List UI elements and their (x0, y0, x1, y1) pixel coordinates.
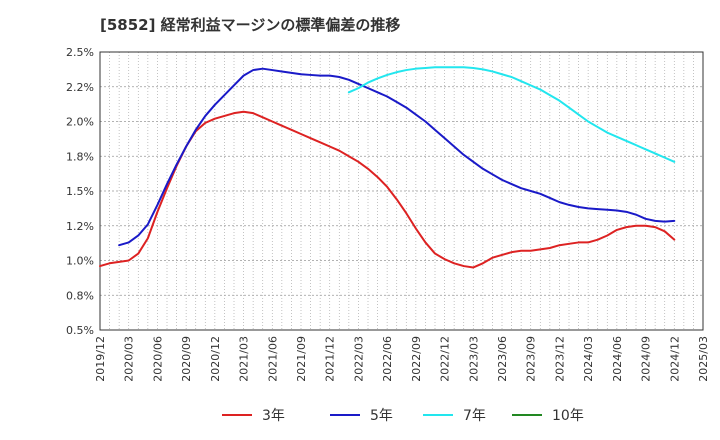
x-tick-label: 2021/12 (324, 336, 337, 382)
legend-swatch (222, 414, 252, 416)
legend-item: 7年 (423, 402, 486, 428)
chart-title: [5852] 経常利益マージンの標準偏差の推移 (100, 16, 401, 34)
x-tick-label: 2022/09 (410, 336, 423, 382)
legend-label: 10年 (552, 408, 584, 424)
plot-border (99, 51, 704, 331)
legend-item: 3年 (222, 402, 285, 428)
x-tick-label: 2024/06 (611, 336, 624, 382)
x-tick-label: 2019/12 (94, 336, 107, 382)
y-tick-label: 1.2% (66, 220, 94, 233)
legend-label: 3年 (262, 408, 285, 424)
line-chart: 2.5% 2.2% 2.0% 1.8% 1.5% 1.2% 1.0% 0.8% 0.5%2019… (66, 46, 710, 382)
x-tick-label: 2024/09 (640, 336, 653, 382)
y-tick-label: 1.8% (66, 150, 94, 163)
x-tick-label: 2022/03 (352, 336, 365, 382)
x-tick-label: 2020/03 (123, 336, 136, 382)
legend-swatch (512, 414, 542, 416)
x-tick-label: 2021/03 (238, 336, 251, 382)
x-tick-label: 2025/03 (697, 336, 710, 382)
x-tick-label: 2021/09 (295, 336, 308, 382)
legend-label: 7年 (463, 408, 486, 424)
legend-label: 5年 (370, 408, 393, 424)
y-tick-label: 1.0% (66, 255, 94, 268)
y-tick-label: 0.5% (66, 324, 94, 337)
x-tick-label: 2020/06 (151, 336, 164, 382)
x-tick-label: 2020/09 (180, 336, 193, 382)
series-line-2 (118, 67, 676, 247)
series-line-3 (347, 66, 676, 163)
y-tick-label: 2.0% (66, 116, 94, 129)
x-tick-label: 2020/12 (209, 336, 222, 382)
legend-item: 10年 (512, 402, 584, 428)
legend-swatch (423, 414, 453, 416)
x-tick-label: 2022/12 (439, 336, 452, 382)
x-tick-label: 2024/03 (582, 336, 595, 382)
y-tick-label: 0.8% (66, 289, 94, 302)
x-tick-label: 2023/09 (525, 336, 538, 382)
y-tick-label: 2.2% (66, 81, 94, 94)
x-tick-label: 2023/03 (467, 336, 480, 382)
x-tick-label: 2023/12 (553, 336, 566, 382)
legend-item: 5年 (330, 402, 393, 428)
x-tick-label: 2023/06 (496, 336, 509, 382)
legend-swatch (330, 414, 360, 416)
x-tick-label: 2022/06 (381, 336, 394, 382)
x-tick-label: 2024/12 (668, 336, 681, 382)
chart-legend: 3年 5年 7年 10年 (0, 402, 720, 428)
y-tick-label: 2.5% (66, 46, 94, 59)
y-tick-label: 1.5% (66, 185, 94, 198)
x-tick-label: 2021/06 (266, 336, 279, 382)
